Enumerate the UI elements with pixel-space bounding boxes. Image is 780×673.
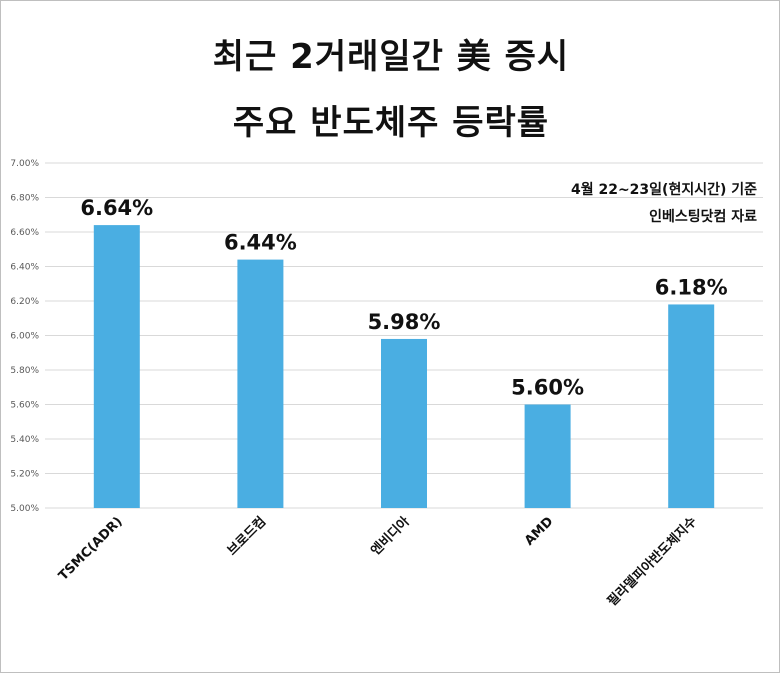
bar (668, 304, 715, 508)
y-tick-label: 6.20% (10, 297, 39, 307)
chart-title-line-1: 최근 2거래일간 美 증시 (212, 37, 570, 77)
y-tick-label: 6.80% (10, 194, 39, 204)
bar (524, 404, 571, 508)
x-tick-label: 필라델피아반도체지수 (604, 513, 700, 609)
data-label: 5.60% (511, 376, 584, 400)
annotation-source: 인베스팅닷컴 자료 (649, 209, 757, 225)
x-tick-label: 엔비디아 (368, 513, 413, 558)
data-label: 5.98% (368, 310, 441, 334)
y-tick-label: 6.00% (10, 332, 39, 342)
bar (93, 225, 140, 508)
x-tick-label: 브로드컴 (225, 514, 269, 558)
y-tick-label: 5.80% (10, 366, 39, 376)
y-tick-label: 6.40% (10, 263, 39, 273)
chart-title-line-2: 주요 반도체주 등락률 (232, 103, 550, 143)
bar (381, 338, 427, 508)
y-tick-label: 5.60% (10, 401, 39, 411)
x-tick-label: AMD (522, 514, 557, 549)
x-tick-label: TSMC(ADR) (56, 514, 126, 584)
bar (237, 259, 284, 508)
y-tick-label: 5.00% (10, 504, 39, 514)
annotation-date-basis: 4월 22~23일(현지시간) 기준 (570, 182, 757, 198)
y-tick-label: 5.40% (10, 435, 39, 445)
y-tick-label: 6.60% (10, 228, 39, 238)
y-tick-label: 5.20% (10, 470, 39, 480)
data-label: 6.64% (80, 196, 153, 220)
data-label: 6.18% (655, 275, 728, 299)
y-tick-label: 7.00% (10, 159, 39, 169)
data-label: 6.44% (224, 231, 297, 255)
